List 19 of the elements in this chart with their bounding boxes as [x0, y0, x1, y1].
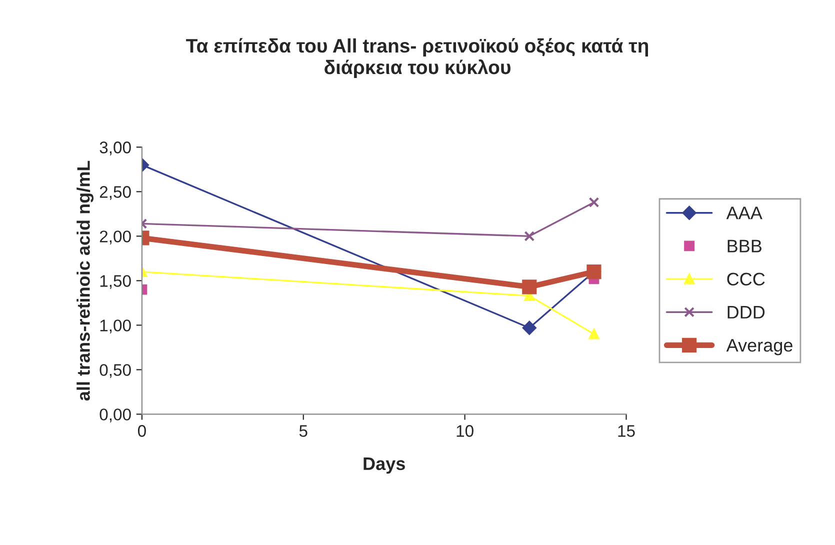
y-axis-title: all trans-retinoic acid ng/mL: [76, 160, 94, 401]
y-tick-label: 0,00: [100, 408, 131, 422]
x-axis-title: Days: [364, 457, 405, 474]
y-tick-label: 1,50: [100, 275, 131, 289]
y-tick-label: 2,50: [100, 186, 131, 200]
y-tick-label: 0,50: [100, 364, 131, 378]
legend-label: BBB: [728, 240, 762, 252]
legend-label: DDD: [728, 306, 765, 318]
y-tick-label: 1,00: [100, 320, 131, 334]
x-tick-label: 0: [138, 425, 146, 437]
legend-label: CCC: [727, 272, 765, 286]
y-tick-label: 3,00: [100, 142, 131, 156]
x-tick-label: 10: [456, 425, 474, 437]
chart-title: Τα επίπεδα του All trans- ρετινοϊκού οξέος κατά τη διάρκεια του κύκλου: [186, 38, 648, 78]
y-tick-label: 2,00: [100, 230, 131, 244]
legend-label: AAA: [726, 206, 762, 220]
legend-label: Average: [726, 339, 792, 356]
x-tick-label: 5: [299, 425, 308, 437]
x-tick-label: 15: [618, 425, 635, 437]
